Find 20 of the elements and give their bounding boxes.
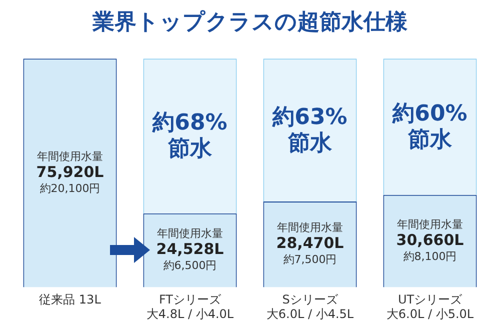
x-tick-label: UTシリーズ大6.0L / 小5.0L — [386, 292, 474, 321]
annotation: 年間使用水量 — [277, 221, 343, 234]
data-label: 24,528L — [156, 240, 224, 258]
x-tick-label: 従来品 13L — [39, 292, 102, 307]
annotation: 約68% 節水 — [152, 110, 228, 162]
x-tick-label: Sシリーズ大6.0L / 小4.5L — [266, 292, 354, 321]
annotation: 約8,100円 — [403, 250, 457, 263]
chart-title: 業界トップクラスの超節水仕様 — [92, 10, 408, 35]
x-tick-label: FTシリーズ大4.8L / 小4.0L — [146, 292, 234, 321]
annotation: 年間使用水量 — [37, 150, 103, 163]
data-label: 75,920L — [36, 162, 104, 181]
annotation: 年間使用水量 — [397, 218, 463, 231]
annotation: 約20,100円 — [40, 182, 100, 195]
data-label: 28,470L — [276, 234, 344, 252]
annotation: 約60% 節水 — [392, 102, 468, 153]
annotation: 年間使用水量 — [157, 227, 223, 240]
data-label: 30,660L — [396, 230, 464, 249]
annotation: 約63% 節水 — [272, 104, 348, 156]
annotation: 約6,500円 — [163, 259, 217, 272]
annotation: 約7,500円 — [283, 253, 337, 266]
